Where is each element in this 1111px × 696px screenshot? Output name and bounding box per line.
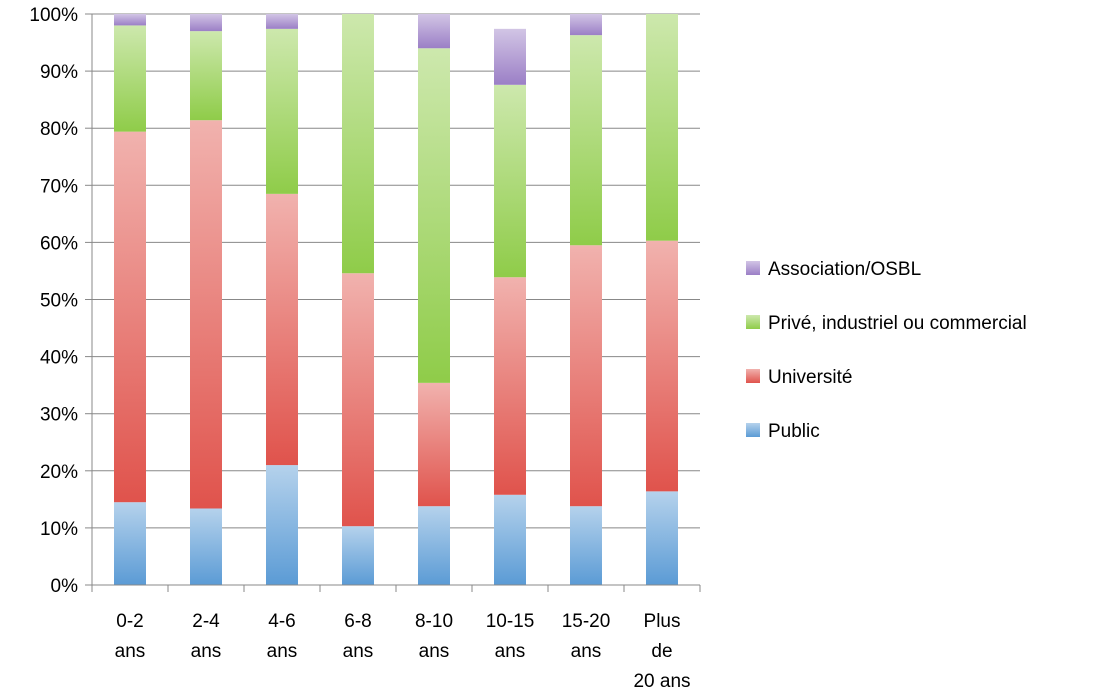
bar-segment-public-3 [342, 526, 374, 585]
legend-swatch [746, 423, 760, 437]
y-tick-label: 30% [40, 405, 78, 426]
x-tick-label: 15-20 [562, 611, 611, 632]
axes [85, 13, 701, 592]
legend-swatch [746, 261, 760, 275]
legend-label: Université [768, 367, 852, 388]
bar-segment-priv-industriel-ou-commercial-2 [266, 28, 298, 194]
x-tick-label: ans [495, 641, 526, 662]
bar-segment-public-4 [418, 506, 450, 585]
bar-segment-association-osbl-6 [570, 14, 602, 36]
bar-segment-universit--3 [342, 273, 374, 527]
gridlines [92, 13, 700, 529]
x-tick-label: ans [191, 641, 222, 662]
bar-segment-association-osbl-1 [190, 14, 222, 32]
bar-segment-universit--4 [418, 382, 450, 507]
legend-swatch [746, 315, 760, 329]
y-tick-label: 60% [40, 233, 78, 254]
y-tick-label: 80% [40, 119, 78, 140]
bar-segment-priv-industriel-ou-commercial-7 [646, 14, 678, 241]
x-tick-label: 0-2 [116, 611, 143, 632]
bar-segment-association-osbl-0 [114, 14, 146, 26]
bar-segment-association-osbl-5 [494, 28, 526, 85]
y-tick-label: 90% [40, 62, 78, 83]
legend-label: Public [768, 421, 820, 442]
y-tick-label: 50% [40, 291, 78, 312]
x-tick-label: ans [571, 641, 602, 662]
bars [114, 14, 678, 585]
x-tick-label: 6-8 [344, 611, 371, 632]
x-tick-label: 10-15 [486, 611, 535, 632]
y-tick-label: 40% [40, 348, 78, 369]
bar-segment-universit--7 [646, 240, 678, 492]
x-tick-label: Plus [644, 611, 681, 632]
x-tick-label: 20 ans [633, 671, 690, 692]
x-tick-label: ans [115, 641, 146, 662]
bar-segment-public-0 [114, 502, 146, 585]
bar-segment-universit--6 [570, 245, 602, 507]
bar-segment-public-6 [570, 506, 602, 585]
bar-segment-priv-industriel-ou-commercial-3 [342, 14, 374, 274]
legend-label: Association/OSBL [768, 259, 921, 280]
bar-segment-association-osbl-4 [418, 14, 450, 49]
bar-segment-priv-industriel-ou-commercial-5 [494, 84, 526, 278]
bar-segment-public-2 [266, 465, 298, 585]
bar-segment-public-5 [494, 494, 526, 585]
x-tick-label: de [651, 641, 672, 662]
y-tick-label: 70% [40, 176, 78, 197]
x-tick-label: 2-4 [192, 611, 220, 632]
x-tick-label: ans [267, 641, 298, 662]
y-tick-label: 0% [51, 576, 79, 597]
x-tick-label: 4-6 [268, 611, 295, 632]
bar-segment-universit--0 [114, 131, 146, 503]
x-tick-label: ans [343, 641, 374, 662]
bar-segment-priv-industriel-ou-commercial-0 [114, 25, 146, 132]
bar-segment-public-1 [190, 508, 222, 585]
y-tick-label: 100% [29, 5, 78, 26]
x-tick-label: ans [419, 641, 450, 662]
bar-segment-universit--1 [190, 120, 222, 509]
legend: Association/OSBL Privé, industriel ou com… [746, 259, 1027, 442]
y-tick-labels: 0% 10% 20% 30% 40% 50% 60% 70% 80% 90% 100% [29, 5, 78, 597]
y-tick-label: 10% [40, 519, 78, 540]
legend-label: Privé, industriel ou commercial [768, 313, 1027, 334]
bar-segment-association-osbl-2 [266, 14, 298, 29]
bar-segment-universit--5 [494, 277, 526, 495]
legend-swatch [746, 369, 760, 383]
bar-segment-priv-industriel-ou-commercial-1 [190, 31, 222, 121]
x-tick-labels: 0-2 ans 2-4 ans 4-6 ans 6-8 ans 8-10 ans 10-15 ans 1… [115, 611, 691, 692]
bar-segment-public-7 [646, 491, 678, 585]
bar-segment-priv-industriel-ou-commercial-6 [570, 35, 602, 246]
y-tick-label: 20% [40, 462, 78, 483]
bar-segment-priv-industriel-ou-commercial-4 [418, 48, 450, 383]
x-tick-label: 8-10 [415, 611, 453, 632]
bar-segment-universit--2 [266, 193, 298, 466]
